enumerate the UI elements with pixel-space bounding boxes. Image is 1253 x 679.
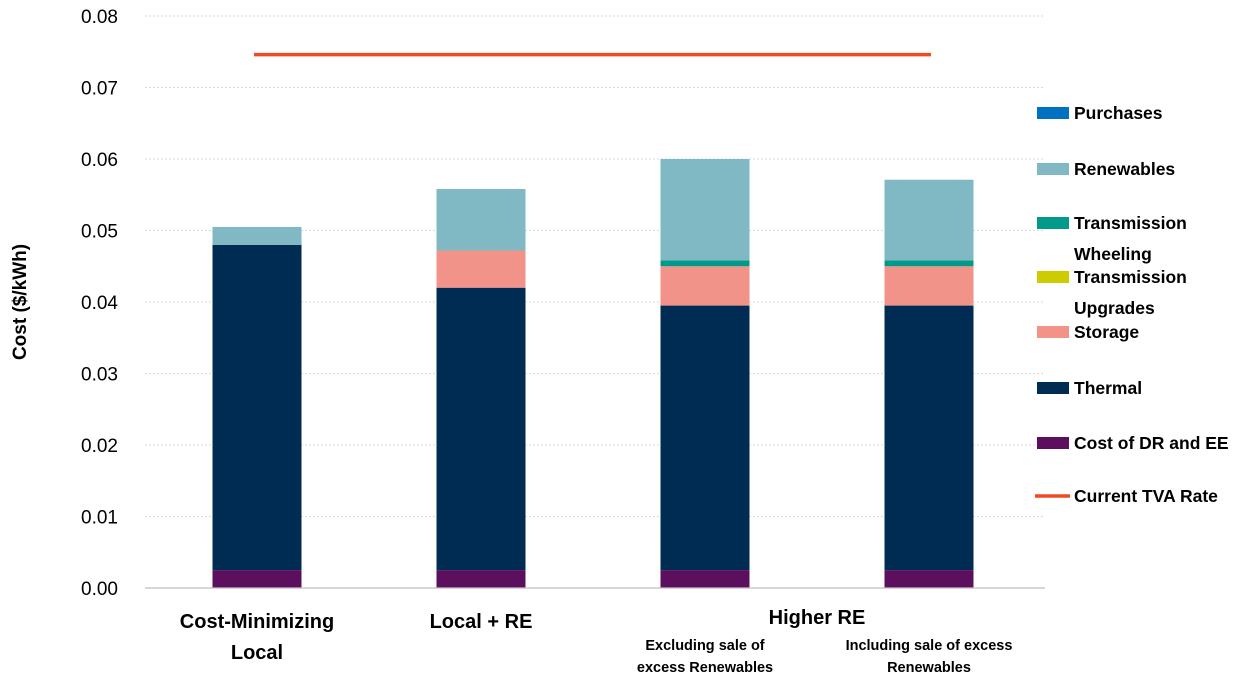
bar-segment xyxy=(212,244,302,571)
bar-segment xyxy=(660,570,750,588)
bar-stack xyxy=(212,226,302,588)
bar-segment xyxy=(436,250,526,288)
bar-segment xyxy=(212,226,302,245)
legend-color-swatch xyxy=(1037,326,1069,338)
y-tick-label: 0.01 xyxy=(81,508,118,529)
legend-entry: Transmission Wheeling xyxy=(1037,213,1187,264)
legend-label: Wheeling xyxy=(1074,244,1152,264)
y-tick-label: 0.00 xyxy=(81,579,118,600)
legend-label: Thermal xyxy=(1074,378,1142,398)
bar-segment xyxy=(436,570,526,588)
legend-label: Transmission xyxy=(1074,213,1187,233)
x-axis-category-labels: Cost-Minimizing Local Local + RE Excluding … xyxy=(180,611,1013,676)
y-tick-label: 0.04 xyxy=(81,293,118,314)
legend-color-swatch xyxy=(1037,437,1069,449)
category-label: Cost-Minimizing xyxy=(180,611,334,633)
bar-segment xyxy=(436,189,526,251)
legend: PurchasesRenewablesTransmissionWheelingT… xyxy=(1035,103,1229,506)
bar-segment xyxy=(884,266,974,306)
bar-segment xyxy=(660,266,750,306)
category-label: Local xyxy=(231,642,283,664)
bar-segment xyxy=(884,260,974,267)
legend-color-swatch xyxy=(1037,107,1069,119)
bar-segment xyxy=(660,159,750,261)
category-sublabel: Including sale of excess xyxy=(846,638,1013,654)
bar-segment xyxy=(212,570,302,588)
legend-color-swatch xyxy=(1037,163,1069,175)
legend-color-swatch xyxy=(1037,217,1069,229)
legend-label: Current TVA Rate xyxy=(1074,486,1218,506)
bar-stack xyxy=(436,189,526,588)
legend-color-swatch xyxy=(1037,382,1069,394)
category-label: Local + RE xyxy=(430,611,533,633)
y-tick-label: 0.06 xyxy=(81,150,118,171)
legend-entry: Renewables xyxy=(1037,159,1175,179)
legend-label: Renewables xyxy=(1074,159,1175,179)
legend-entry: Cost of DR and EE xyxy=(1037,433,1229,453)
y-tick-label: 0.03 xyxy=(81,365,118,386)
legend-color-swatch xyxy=(1037,271,1069,283)
y-axis-label: Cost ($/kWh) xyxy=(10,244,31,360)
y-axis-tick-labels: 0.00 0.01 0.02 0.03 0.04 0.05 0.06 0.07 0.08 xyxy=(81,7,118,600)
bar-segment xyxy=(436,287,526,571)
legend-entry: Purchases xyxy=(1037,103,1163,123)
bar-segment xyxy=(884,305,974,571)
legend-label: Transmission xyxy=(1074,267,1187,287)
bar-stacks xyxy=(212,159,974,588)
bar-segment xyxy=(884,179,974,261)
legend-entry: Thermal xyxy=(1037,378,1142,398)
bar-stack xyxy=(660,159,750,588)
legend-label: Storage xyxy=(1074,322,1139,342)
legend-entry: Current TVA Rate xyxy=(1035,486,1218,506)
bar-segment xyxy=(660,260,750,267)
legend-entry: Transmission Upgrades xyxy=(1037,267,1187,318)
bar-stack xyxy=(884,179,974,588)
group-label-higher-re: Higher RE xyxy=(769,607,866,629)
legend-label: Purchases xyxy=(1074,103,1163,123)
legend-entry: Storage xyxy=(1037,322,1139,342)
category-sublabel: Renewables xyxy=(887,660,971,676)
legend-label: Cost of DR and EE xyxy=(1074,433,1229,453)
y-tick-label: 0.08 xyxy=(81,7,118,28)
y-tick-label: 0.05 xyxy=(81,222,118,243)
bar-segment xyxy=(660,305,750,571)
category-sublabel: excess Renewables xyxy=(637,660,773,676)
bar-segment xyxy=(884,570,974,588)
y-tick-label: 0.02 xyxy=(81,436,118,457)
y-tick-label: 0.07 xyxy=(81,79,118,100)
category-sublabel: Excluding sale of xyxy=(645,638,764,654)
legend-label: Upgrades xyxy=(1074,298,1155,318)
